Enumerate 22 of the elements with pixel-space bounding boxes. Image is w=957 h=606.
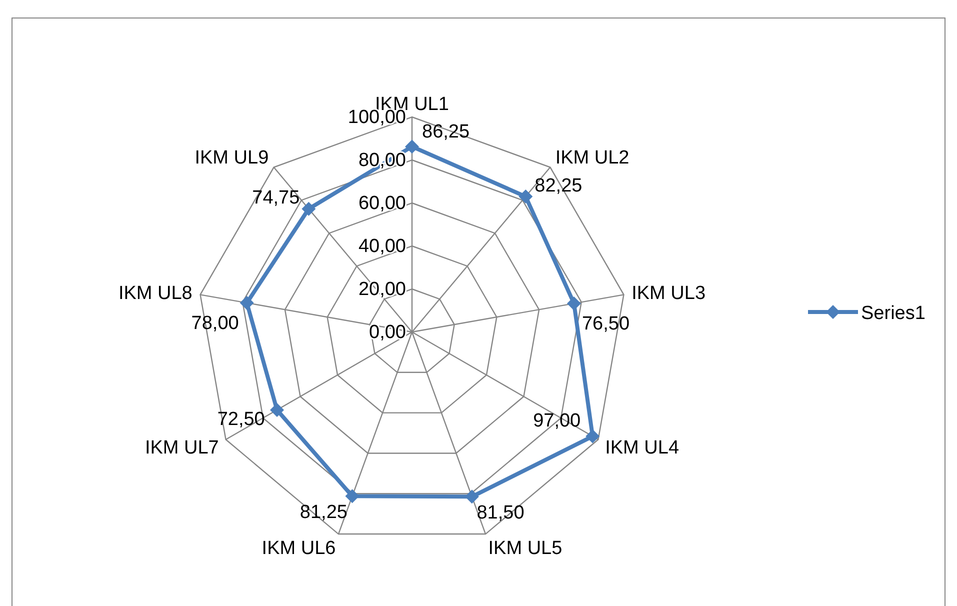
y-tick-label: 20,00 (358, 279, 406, 300)
spoke-label: IKM UL7 (144, 438, 219, 458)
data-label: 78,00 (191, 312, 239, 334)
spoke-label: IKM UL9 (194, 148, 269, 169)
data-label: 97,00 (533, 410, 581, 432)
spoke-label: IKM UL2 (555, 148, 630, 169)
spoke-label: IKM UL4 (605, 438, 680, 458)
data-label: 82,25 (534, 175, 582, 196)
spoke-label: IKM UL5 (488, 538, 562, 560)
data-label: 81,50 (476, 502, 524, 524)
spoke-label: IKM UL6 (262, 538, 336, 560)
data-label: 74,75 (252, 188, 300, 209)
legend-label: Series1 (861, 303, 926, 324)
y-tick-label: 60,00 (358, 193, 406, 214)
spoke-label: IKM UL8 (118, 283, 192, 304)
y-tick-label: 0,00 (369, 322, 406, 343)
spoke-label: IKM UL3 (632, 283, 706, 304)
data-label: 76,50 (582, 313, 630, 334)
data-label: 86,25 (422, 122, 470, 143)
y-tick-label: 40,00 (358, 236, 406, 257)
data-label: 81,25 (300, 502, 348, 524)
data-label: 72,50 (217, 408, 265, 430)
